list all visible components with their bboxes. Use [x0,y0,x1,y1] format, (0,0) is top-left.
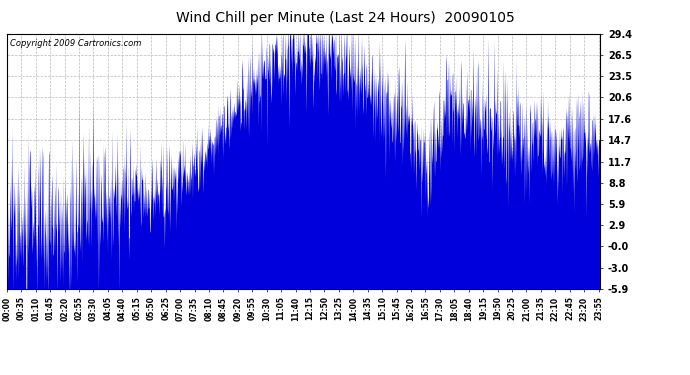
Text: Copyright 2009 Cartronics.com: Copyright 2009 Cartronics.com [10,39,141,48]
Text: Wind Chill per Minute (Last 24 Hours)  20090105: Wind Chill per Minute (Last 24 Hours) 20… [176,11,514,25]
